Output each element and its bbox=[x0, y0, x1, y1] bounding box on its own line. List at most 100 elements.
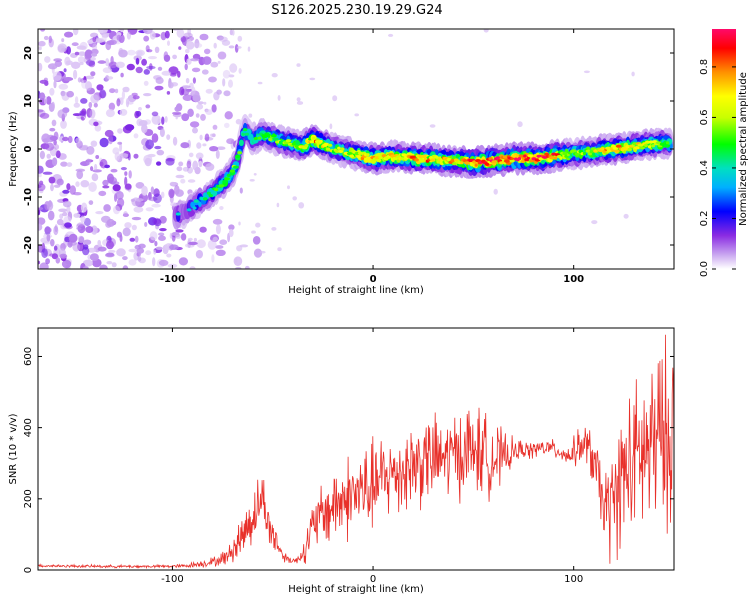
ridge-cell bbox=[237, 151, 243, 155]
noise-cell bbox=[152, 257, 156, 267]
noise-cell bbox=[44, 142, 55, 151]
x-tick-label: 0 bbox=[370, 574, 376, 585]
noise-cell bbox=[75, 137, 81, 144]
noise-cell bbox=[124, 171, 128, 176]
ridge-cell bbox=[326, 147, 331, 151]
noise-cell bbox=[185, 77, 190, 84]
colorbar-tick-label: 0.6 bbox=[699, 109, 710, 125]
noise-cell bbox=[204, 133, 210, 142]
noise-cell bbox=[137, 255, 142, 262]
noise-cell bbox=[127, 153, 131, 161]
noise-cell bbox=[128, 170, 132, 179]
noise-cell bbox=[195, 152, 204, 160]
ridge-cell bbox=[309, 140, 315, 144]
noise-cell bbox=[40, 29, 46, 32]
noise-cell bbox=[192, 127, 198, 134]
noise-cell bbox=[210, 133, 213, 137]
noise-cell bbox=[190, 58, 200, 62]
noise-cell bbox=[236, 245, 243, 252]
ridge-cell bbox=[214, 188, 219, 192]
spectrogram-heatmap bbox=[38, 29, 674, 269]
noise-cell bbox=[59, 213, 64, 220]
ridge-cell bbox=[559, 156, 563, 160]
noise-cell bbox=[92, 169, 102, 173]
noise-cell bbox=[82, 246, 90, 256]
noise-cell bbox=[145, 207, 154, 212]
noise-cell bbox=[199, 33, 209, 41]
noise-cell bbox=[152, 217, 161, 225]
noise-cell bbox=[47, 63, 58, 70]
ridge-cell bbox=[663, 144, 669, 148]
noise-cell bbox=[148, 56, 157, 60]
noise-cell bbox=[97, 60, 107, 64]
noise-cell bbox=[46, 200, 54, 211]
ridge-cell bbox=[665, 141, 670, 145]
noise-cell bbox=[108, 61, 118, 69]
ridge-cell bbox=[334, 149, 340, 153]
noise-cell bbox=[192, 93, 201, 103]
noise-cell bbox=[145, 139, 155, 150]
noise-cell bbox=[116, 98, 121, 107]
noise-cell bbox=[120, 72, 124, 78]
noise-cell bbox=[189, 121, 200, 128]
noise-cell bbox=[72, 113, 82, 117]
noise-cell bbox=[199, 226, 207, 233]
noise-cell bbox=[180, 233, 187, 241]
noise-cell bbox=[234, 44, 239, 53]
y-tick-label: -20 bbox=[23, 236, 34, 254]
noise-cell bbox=[136, 110, 142, 117]
noise-cell bbox=[133, 153, 139, 159]
noise-cell bbox=[354, 113, 360, 117]
noise-cell bbox=[175, 174, 185, 179]
noise-cell bbox=[178, 257, 188, 266]
noise-cell bbox=[233, 256, 243, 267]
noise-cell bbox=[150, 186, 155, 195]
noise-cell bbox=[77, 56, 85, 64]
ridge-cell bbox=[349, 154, 355, 158]
noise-cell bbox=[60, 161, 68, 167]
noise-cell bbox=[147, 153, 156, 158]
noise-cell bbox=[180, 178, 186, 184]
noise-cell bbox=[85, 75, 95, 80]
ridge-cell bbox=[484, 162, 490, 166]
noise-cell bbox=[228, 79, 233, 88]
noise-cell bbox=[122, 86, 130, 93]
noise-cell bbox=[493, 188, 498, 195]
noise-cell bbox=[189, 266, 196, 269]
ridge-cell bbox=[268, 138, 273, 142]
noise-cell bbox=[165, 158, 175, 166]
noise-cell bbox=[182, 166, 189, 172]
noise-cell bbox=[86, 59, 95, 66]
noise-cell bbox=[248, 113, 253, 118]
ridge-cell bbox=[452, 162, 457, 166]
ridge-cell bbox=[589, 150, 594, 154]
noise-cell bbox=[180, 35, 186, 43]
noise-cell bbox=[239, 187, 243, 194]
noise-cell bbox=[101, 33, 107, 43]
noise-cell bbox=[205, 88, 213, 94]
ridge-cell bbox=[253, 136, 258, 141]
ridge-cell bbox=[222, 179, 229, 183]
noise-cell bbox=[74, 96, 79, 104]
noise-cell bbox=[195, 113, 200, 118]
noise-cell bbox=[58, 208, 68, 213]
noise-cell bbox=[44, 81, 49, 86]
colorbar: 0.0 0.2 0.4 0.6 0.8 Normalized spectral ampl… bbox=[699, 29, 749, 277]
ridge-cell bbox=[242, 128, 248, 132]
noise-cell bbox=[49, 87, 55, 96]
noise-cell bbox=[517, 121, 523, 128]
noise-cell bbox=[182, 94, 193, 101]
noise-cell bbox=[591, 220, 598, 225]
noise-cell bbox=[51, 101, 55, 111]
noise-cell bbox=[149, 31, 156, 40]
snr-series-line bbox=[38, 334, 674, 570]
noise-cell bbox=[38, 217, 46, 225]
noise-cell bbox=[121, 90, 125, 100]
noise-cell bbox=[82, 259, 93, 267]
noise-cell bbox=[115, 191, 124, 200]
noise-cell bbox=[236, 46, 242, 49]
noise-cell bbox=[429, 124, 436, 128]
ridge-cell bbox=[553, 156, 558, 160]
noise-cell bbox=[231, 29, 235, 36]
ridge-cell bbox=[357, 155, 361, 159]
